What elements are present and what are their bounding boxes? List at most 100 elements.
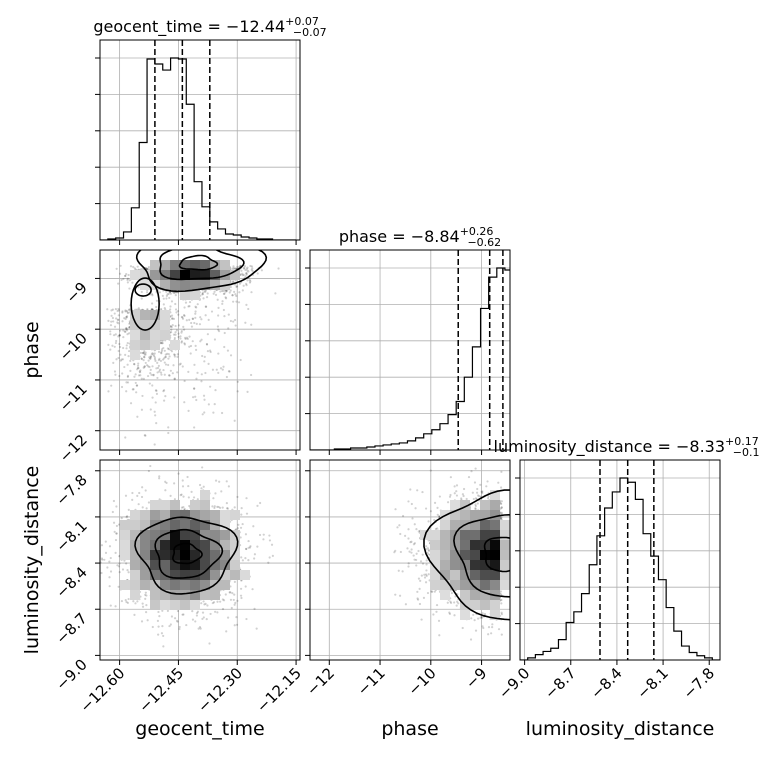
scatter-point bbox=[233, 580, 236, 583]
scatter-point bbox=[251, 267, 254, 270]
scatter-point bbox=[209, 385, 212, 388]
scatter-point bbox=[188, 318, 191, 321]
scatter-point bbox=[150, 353, 153, 356]
scatter-point bbox=[185, 319, 188, 322]
title-minus: −0.18 bbox=[733, 446, 760, 459]
scatter-point bbox=[121, 320, 124, 323]
scatter-point bbox=[159, 371, 163, 374]
scatter-point bbox=[125, 316, 128, 319]
scatter-point bbox=[125, 327, 128, 330]
scatter-point bbox=[216, 600, 219, 603]
density-cell bbox=[160, 280, 170, 290]
scatter-point bbox=[109, 570, 113, 573]
scatter-point bbox=[117, 318, 120, 321]
scatter-point bbox=[231, 267, 234, 270]
scatter-point bbox=[181, 317, 185, 320]
scatter-point bbox=[233, 290, 236, 294]
scatter-point bbox=[219, 367, 223, 370]
scatter-point bbox=[160, 307, 163, 311]
density-cell bbox=[160, 320, 170, 330]
scatter-point bbox=[111, 510, 114, 514]
scatter-point bbox=[150, 293, 154, 296]
scatter-point bbox=[199, 316, 202, 319]
scatter-point bbox=[124, 598, 127, 602]
scatter-point bbox=[125, 390, 128, 393]
scatter-point bbox=[165, 297, 168, 300]
scatter-point bbox=[234, 267, 237, 270]
scatter-point bbox=[166, 293, 169, 296]
scatter-point bbox=[184, 337, 187, 341]
scatter-point bbox=[204, 371, 207, 375]
scatter-point bbox=[169, 308, 172, 311]
scatter-point bbox=[194, 344, 197, 347]
scatter-point bbox=[231, 280, 235, 283]
scatter-point bbox=[180, 506, 184, 509]
scatter-point bbox=[113, 312, 116, 315]
density-cell bbox=[180, 280, 190, 290]
scatter-point bbox=[240, 269, 243, 272]
scatter-point bbox=[129, 369, 132, 372]
scatter-point bbox=[131, 281, 134, 284]
contour-level-0 bbox=[178, 254, 219, 271]
scatter-point bbox=[144, 593, 147, 596]
density-cell bbox=[170, 280, 180, 290]
scatter-point bbox=[248, 546, 252, 549]
scatter-point bbox=[131, 491, 134, 495]
panel-title-geocent_time: geocent_time = −12.44+0.07 −0.07 bbox=[93, 15, 326, 39]
scatter-point bbox=[193, 321, 196, 325]
density-cell bbox=[130, 330, 140, 340]
scatter-point bbox=[236, 495, 239, 499]
scatter-point bbox=[225, 375, 228, 379]
scatter-point bbox=[174, 302, 177, 306]
scatter-point bbox=[250, 268, 253, 272]
scatter-point bbox=[174, 333, 177, 336]
scatter-point bbox=[202, 485, 205, 488]
scatter-point bbox=[173, 291, 176, 295]
scatter-point bbox=[158, 291, 162, 294]
scatter-point bbox=[157, 350, 161, 353]
scatter-point bbox=[136, 368, 139, 371]
scatter-point bbox=[207, 403, 210, 406]
density-cell bbox=[210, 270, 220, 280]
scatter-point bbox=[142, 366, 145, 369]
scatter-point bbox=[229, 289, 232, 292]
scatter-point bbox=[191, 340, 194, 343]
scatter-point bbox=[153, 352, 156, 355]
density-cell bbox=[160, 330, 170, 340]
density-cell bbox=[170, 270, 180, 280]
scatter-point bbox=[104, 540, 107, 543]
scatter-point bbox=[270, 543, 274, 546]
histogram-panel-luminosity_distance bbox=[515, 459, 721, 665]
scatter-point bbox=[191, 618, 195, 621]
scatter-point bbox=[139, 351, 142, 355]
scatter-point bbox=[126, 381, 130, 384]
scatter-point bbox=[233, 318, 237, 322]
histogram-step-geocent_time bbox=[100, 57, 297, 240]
title-median: −12.44 bbox=[226, 17, 285, 36]
scatter-point bbox=[250, 291, 253, 294]
scatter-point bbox=[131, 498, 134, 501]
scatter-point bbox=[139, 369, 142, 372]
scatter-point bbox=[152, 353, 155, 356]
scatter-point bbox=[106, 308, 109, 311]
scatter-point bbox=[200, 487, 203, 490]
scatter-point bbox=[204, 602, 207, 605]
scatter-point bbox=[208, 642, 211, 645]
scatter-point bbox=[235, 300, 238, 303]
scatter-point bbox=[162, 399, 166, 402]
scatter-point bbox=[210, 310, 214, 313]
scatter-point bbox=[131, 388, 134, 391]
scatter-point bbox=[144, 597, 147, 600]
scatter-point bbox=[129, 402, 133, 405]
scatter-point bbox=[120, 517, 123, 520]
scatter-point bbox=[235, 285, 238, 288]
scatter-point bbox=[182, 495, 185, 498]
scatter-point bbox=[224, 297, 228, 300]
scatter-point bbox=[129, 265, 133, 268]
scatter-point bbox=[143, 365, 146, 368]
scatter-point bbox=[236, 390, 239, 393]
scatter-point bbox=[167, 431, 170, 435]
scatter-point bbox=[135, 384, 139, 387]
scatter-point bbox=[118, 562, 121, 565]
scatter-point bbox=[114, 538, 118, 542]
